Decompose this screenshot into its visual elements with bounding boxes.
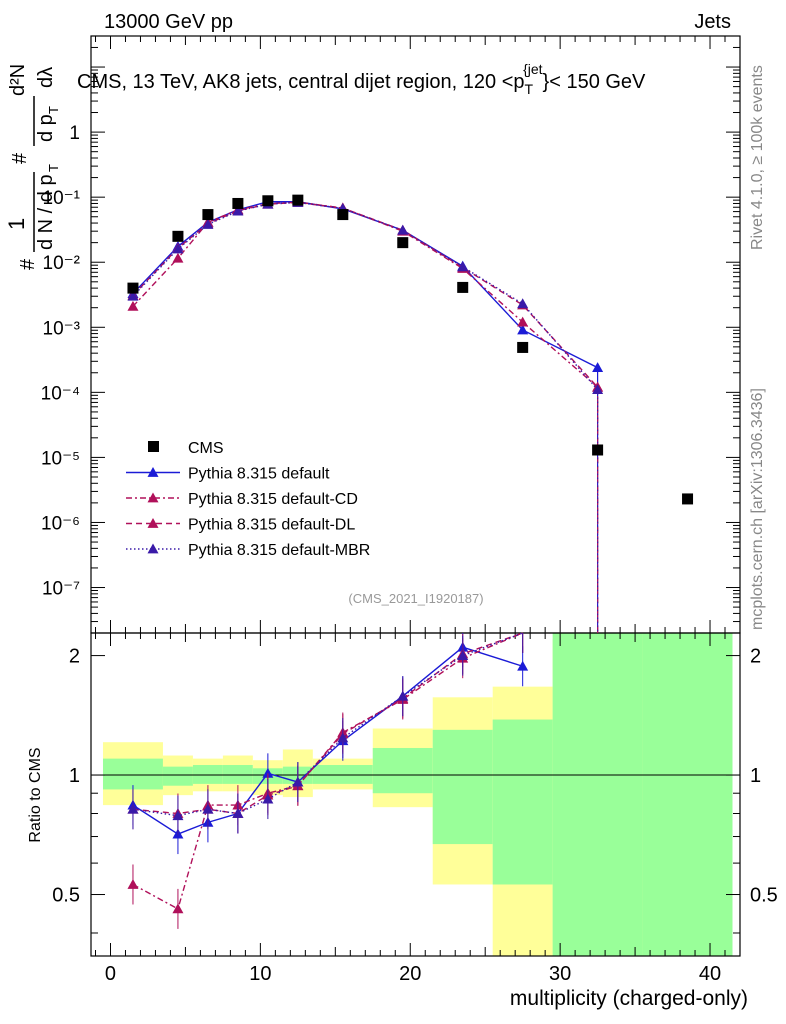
ratio-bands xyxy=(102,633,733,956)
legend-label: CMS xyxy=(188,440,224,457)
chart-title-tail: }< 150 GeV xyxy=(543,71,647,93)
series-marker xyxy=(457,261,469,272)
ratio-tick-label: 2 xyxy=(69,646,80,668)
y-tick-label: 10⁻⁵ xyxy=(41,448,80,469)
legend: CMS Pythia 8.315 default Pythia 8.315 defa… xyxy=(126,440,370,559)
ratio-tick-label-right: 0.5 xyxy=(750,885,778,907)
rivet-label: Rivet 4.1.0, ≥ 100k events xyxy=(749,65,766,250)
y-label-frac1-num: 1 xyxy=(4,218,29,230)
green-band xyxy=(642,633,733,956)
x-tick-label: 40 xyxy=(699,963,721,985)
cms-point xyxy=(127,282,139,294)
y-tick-label: 1 xyxy=(69,123,80,144)
green-band xyxy=(102,758,163,790)
chart-title-sup: {jet xyxy=(523,61,543,77)
legend-label: Pythia 8.315 default xyxy=(188,466,330,483)
x-tick-label: 10 xyxy=(249,963,271,985)
cms-point xyxy=(262,195,274,207)
ratio-line xyxy=(132,632,523,815)
ratio-tick-label: 0.5 xyxy=(52,885,80,907)
series-marker xyxy=(397,224,409,235)
y-tick-label: 10⁻¹ xyxy=(43,188,81,209)
cms-point xyxy=(202,209,214,221)
x-axis-label: multiplicity (charged-only) xyxy=(510,987,748,1010)
series-marker xyxy=(592,384,604,395)
y-axis-label: # 1 d N / d p T # d²N d p T dλ xyxy=(4,64,61,270)
x-tick-label: 30 xyxy=(549,963,571,985)
legend-label: Pythia 8.315 default-MBR xyxy=(188,542,370,559)
header-right: Jets xyxy=(694,11,731,33)
ratio-frame xyxy=(90,632,741,957)
legend-marker xyxy=(147,492,159,503)
series-marker xyxy=(232,205,244,216)
green-band xyxy=(192,765,223,784)
cms-point xyxy=(337,209,349,221)
green-band xyxy=(312,765,373,784)
legend-marker xyxy=(147,543,159,554)
green-band xyxy=(552,633,643,956)
legend-marker xyxy=(147,467,159,477)
series-marker xyxy=(127,300,139,311)
series-marker xyxy=(517,298,529,309)
y-label-frac2-tail: dλ xyxy=(35,67,57,88)
cms-point xyxy=(682,493,694,505)
series-line xyxy=(132,201,599,388)
series-marker xyxy=(517,316,529,327)
y-label-frac1-sub: T xyxy=(46,164,61,172)
ratio-tick-label: 1 xyxy=(69,765,80,787)
analysis-watermark: (CMS_2021_I1920187) xyxy=(348,591,483,606)
ratio-line xyxy=(132,632,523,817)
green-band xyxy=(162,766,193,786)
series-marker xyxy=(172,252,184,263)
series-marker xyxy=(127,290,139,301)
green-band xyxy=(372,747,433,794)
cms-point xyxy=(592,444,604,456)
y-label-frac2-sub: T xyxy=(46,106,61,114)
ratio-tick-label-right: 2 xyxy=(750,646,761,668)
ratio-tick-label-right: 1 xyxy=(750,765,761,787)
green-band xyxy=(432,729,493,845)
header-left: 13000 GeV pp xyxy=(104,11,233,33)
series-marker xyxy=(172,243,184,254)
series-marker xyxy=(592,362,604,373)
chart-title-main: CMS, 13 TeV, AK8 jets, central dijet reg… xyxy=(77,71,525,93)
ratio-line xyxy=(132,646,523,835)
cms-points xyxy=(127,194,694,505)
y-label-hash: # xyxy=(17,258,39,270)
mcplots-label: mcplots.cern.ch [arXiv:1306.3436] xyxy=(749,388,766,630)
chart-title: CMS, 13 TeV, AK8 jets, central dijet reg… xyxy=(77,61,646,97)
axis-tick-labels: 0 10 20 30 40 10⁻⁷ 10⁻⁶ 10⁻⁵ 10⁻⁴ 10⁻³ 10⁻² 10⁻¹ 1 0.… xyxy=(41,123,778,985)
y-label-frac2-den: d p xyxy=(35,114,57,142)
legend-marker-cms xyxy=(148,441,159,452)
cms-point xyxy=(232,197,244,209)
green-band xyxy=(492,719,553,885)
legend-label: Pythia 8.315 default-CD xyxy=(188,491,358,508)
series-line xyxy=(132,201,599,391)
series-line xyxy=(132,201,599,388)
cms-point xyxy=(457,281,469,293)
series-marker xyxy=(202,219,214,229)
x-tick-label: 0 xyxy=(105,963,116,985)
y-tick-label: 10⁻² xyxy=(43,253,81,274)
y-tick-label: 10⁻⁷ xyxy=(42,579,80,600)
y-tick-label: 10⁻⁴ xyxy=(41,383,80,404)
cms-point xyxy=(292,194,304,206)
y-label-frac2-num: d²N xyxy=(7,64,29,96)
y-tick-label: 10⁻³ xyxy=(43,318,81,339)
axis-ticks xyxy=(91,35,740,956)
y-tick-label: 10⁻⁶ xyxy=(41,513,80,534)
green-band xyxy=(222,765,253,784)
y-label-frac1-den: d N / d p xyxy=(35,174,57,250)
series-marker xyxy=(517,324,529,335)
legend-label: Pythia 8.315 default-DL xyxy=(188,517,355,534)
legend-marker xyxy=(147,518,159,528)
cms-point xyxy=(517,341,529,353)
x-tick-label: 20 xyxy=(399,963,421,985)
cms-point xyxy=(397,237,409,249)
y-axis-label-ratio: Ratio to CMS xyxy=(27,747,44,842)
y-label-hash2: # xyxy=(9,152,31,164)
chart-title-sub: T xyxy=(525,81,534,97)
cms-point xyxy=(172,230,184,242)
